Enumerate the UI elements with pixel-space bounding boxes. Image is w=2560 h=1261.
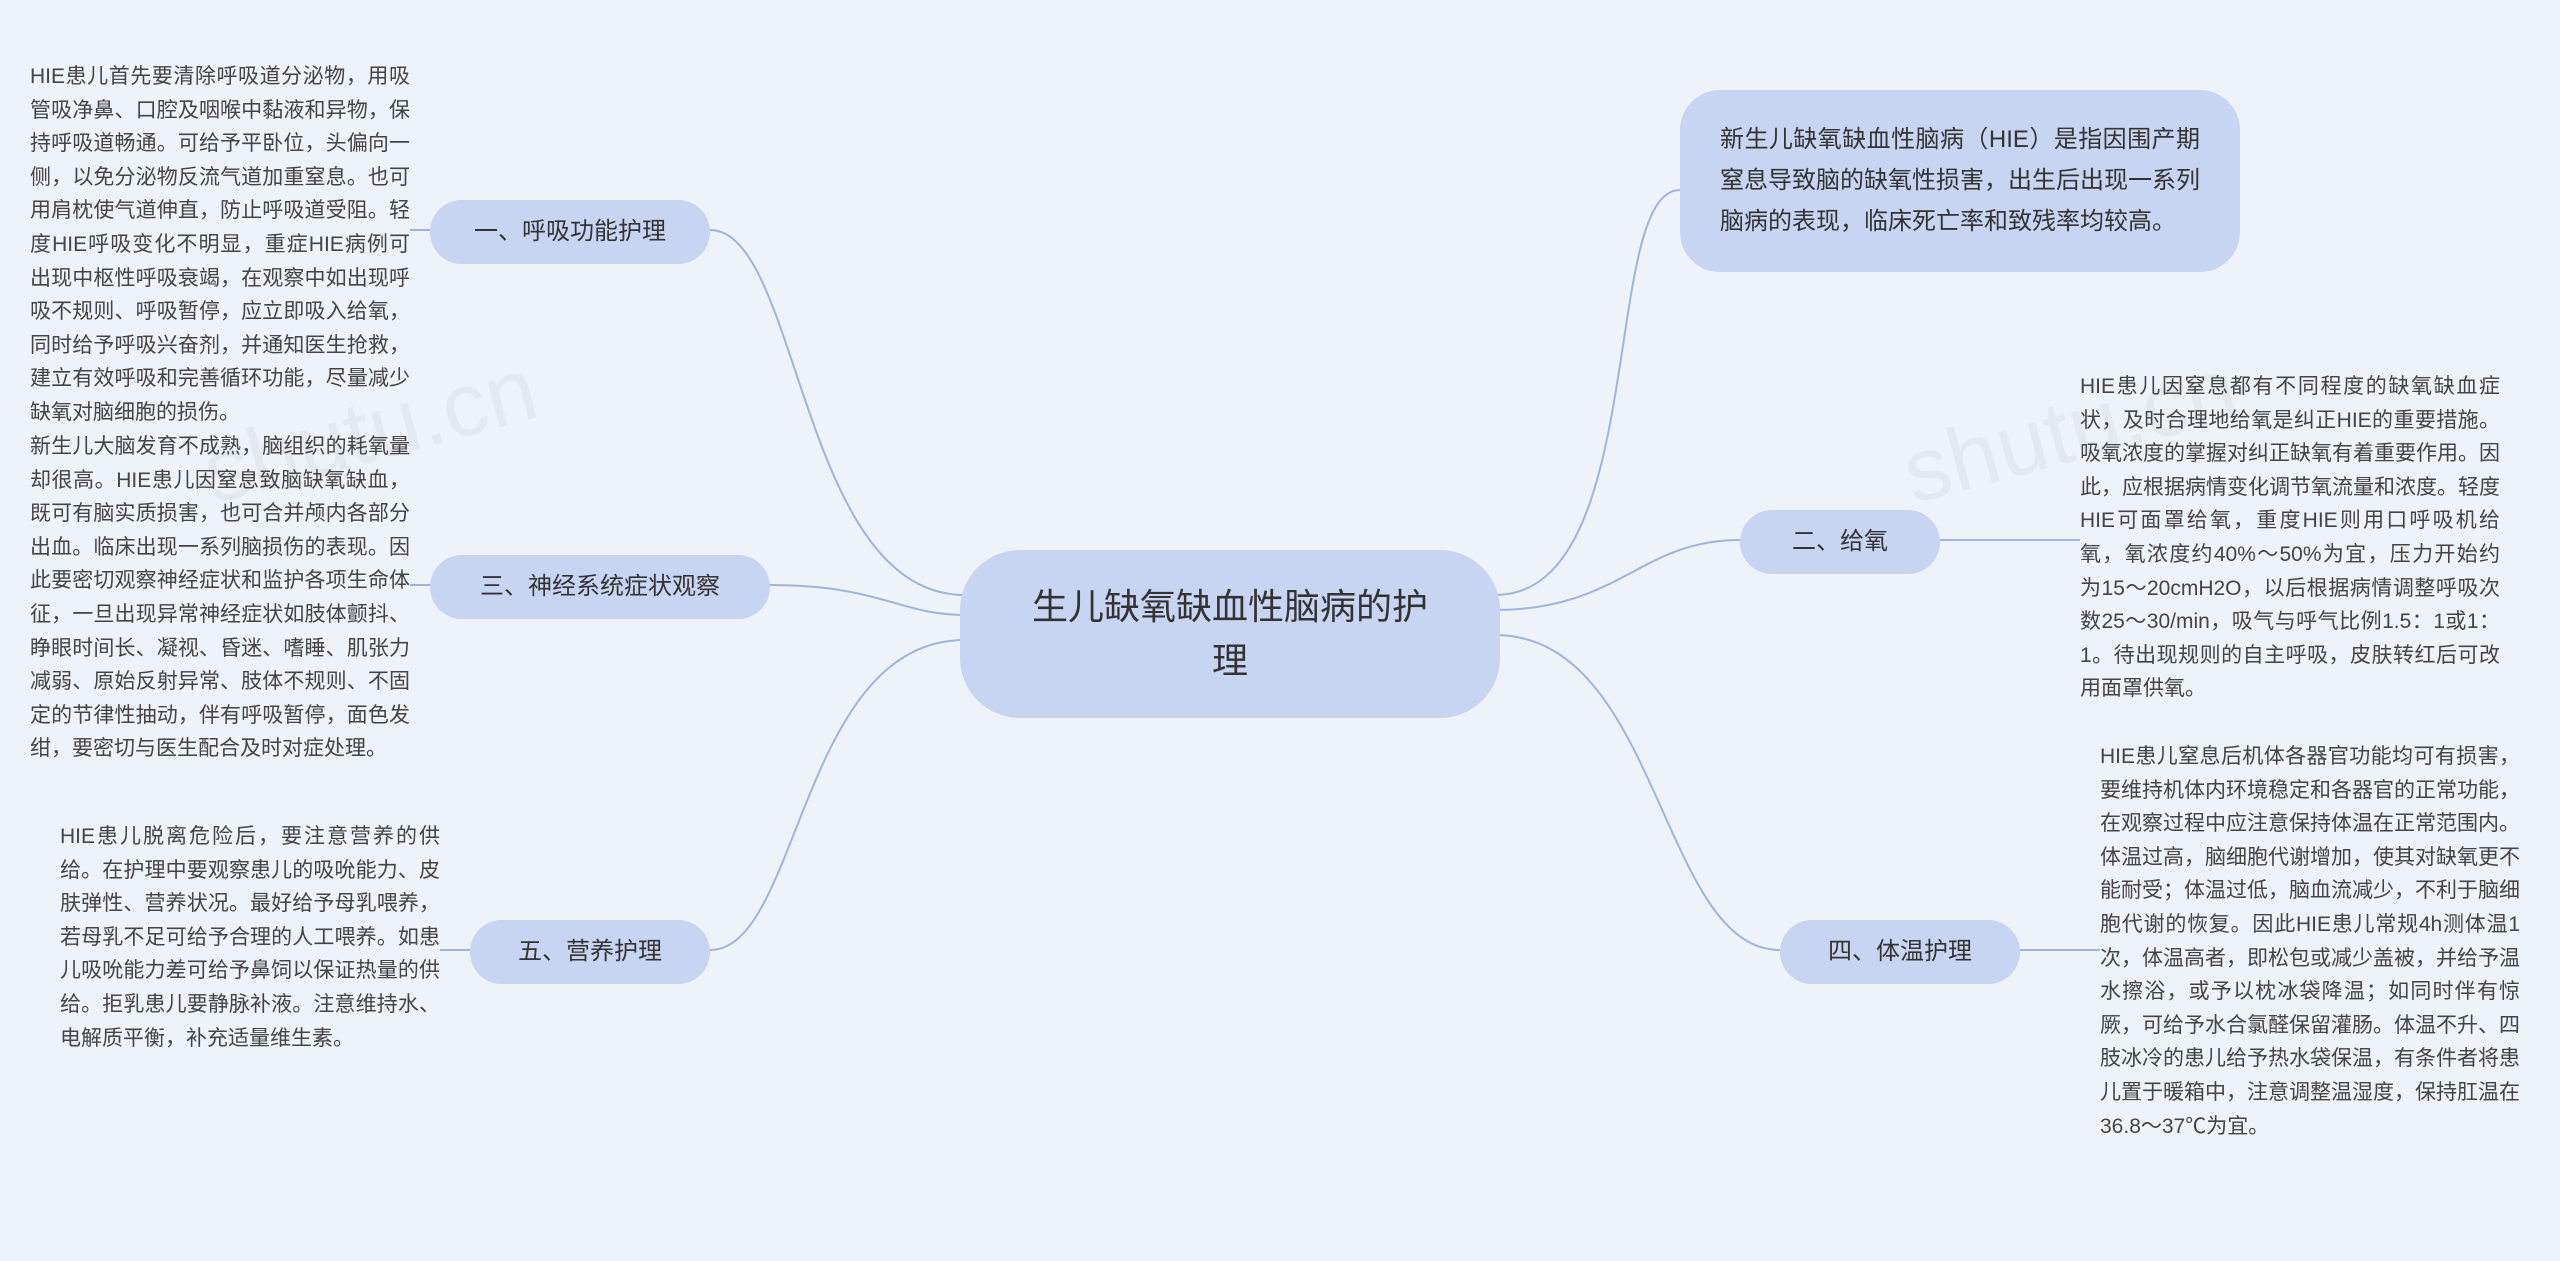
branch-node-1[interactable]: 一、呼吸功能护理: [430, 200, 710, 264]
branch-label: 四、体温护理: [1828, 934, 1972, 970]
branch-desc-2: HIE患儿因窒息都有不同程度的缺氧缺血症状，及时合理地给氧是纠正HIE的重要措施…: [2080, 370, 2500, 706]
branch-label: 三、神经系统症状观察: [480, 569, 720, 605]
mindmap-canvas: shutu.cn shutu.cn 生儿缺氧缺血性脑病的护理 新生儿缺氧缺血性脑…: [0, 0, 2560, 1261]
branch-label: 二、给氧: [1792, 524, 1888, 560]
branch-label: 一、呼吸功能护理: [474, 214, 666, 250]
branch-desc-5: HIE患儿脱离危险后，要注意营养的供给。在护理中要观察患儿的吸吮能力、皮肤弹性、…: [60, 820, 440, 1055]
root-node[interactable]: 生儿缺氧缺血性脑病的护理: [960, 550, 1500, 718]
intro-text: 新生儿缺氧缺血性脑病（HIE）是指因围产期窒息导致脑的缺氧性损害，出生后出现一系…: [1720, 126, 2200, 235]
branch-node-2[interactable]: 二、给氧: [1740, 510, 1940, 574]
branch-desc-4: HIE患儿窒息后机体各器官功能均可有损害，要维持机体内环境稳定和各器官的正常功能…: [2100, 740, 2520, 1143]
root-label: 生儿缺氧缺血性脑病的护理: [1020, 580, 1440, 688]
branch-node-5[interactable]: 五、营养护理: [470, 920, 710, 984]
branch-desc-1: HIE患儿首先要清除呼吸道分泌物，用吸管吸净鼻、口腔及咽喉中黏液和异物，保持呼吸…: [30, 60, 410, 430]
branch-label: 五、营养护理: [518, 934, 662, 970]
branch-desc-3: 新生儿大脑发育不成熟，脑组织的耗氧量却很高。HIE患儿因窒息致脑缺氧缺血，既可有…: [30, 430, 410, 766]
intro-box: 新生儿缺氧缺血性脑病（HIE）是指因围产期窒息导致脑的缺氧性损害，出生后出现一系…: [1680, 90, 2240, 272]
branch-node-3[interactable]: 三、神经系统症状观察: [430, 555, 770, 619]
branch-node-4[interactable]: 四、体温护理: [1780, 920, 2020, 984]
